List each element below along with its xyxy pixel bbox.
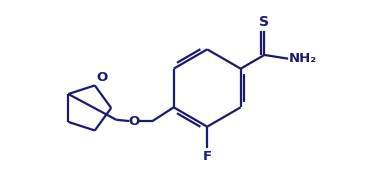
Text: O: O <box>97 71 108 84</box>
Text: S: S <box>259 15 269 29</box>
Text: F: F <box>203 150 212 163</box>
Text: NH₂: NH₂ <box>289 52 317 65</box>
Text: O: O <box>128 115 139 128</box>
